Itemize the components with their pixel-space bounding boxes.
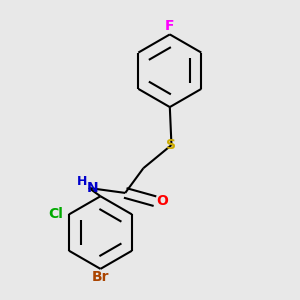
- Text: Br: Br: [92, 270, 109, 284]
- Text: S: S: [167, 138, 176, 152]
- Text: Cl: Cl: [48, 207, 63, 221]
- Text: H: H: [77, 175, 88, 188]
- Text: F: F: [165, 19, 175, 33]
- Text: N: N: [87, 181, 99, 195]
- Text: O: O: [156, 194, 168, 208]
